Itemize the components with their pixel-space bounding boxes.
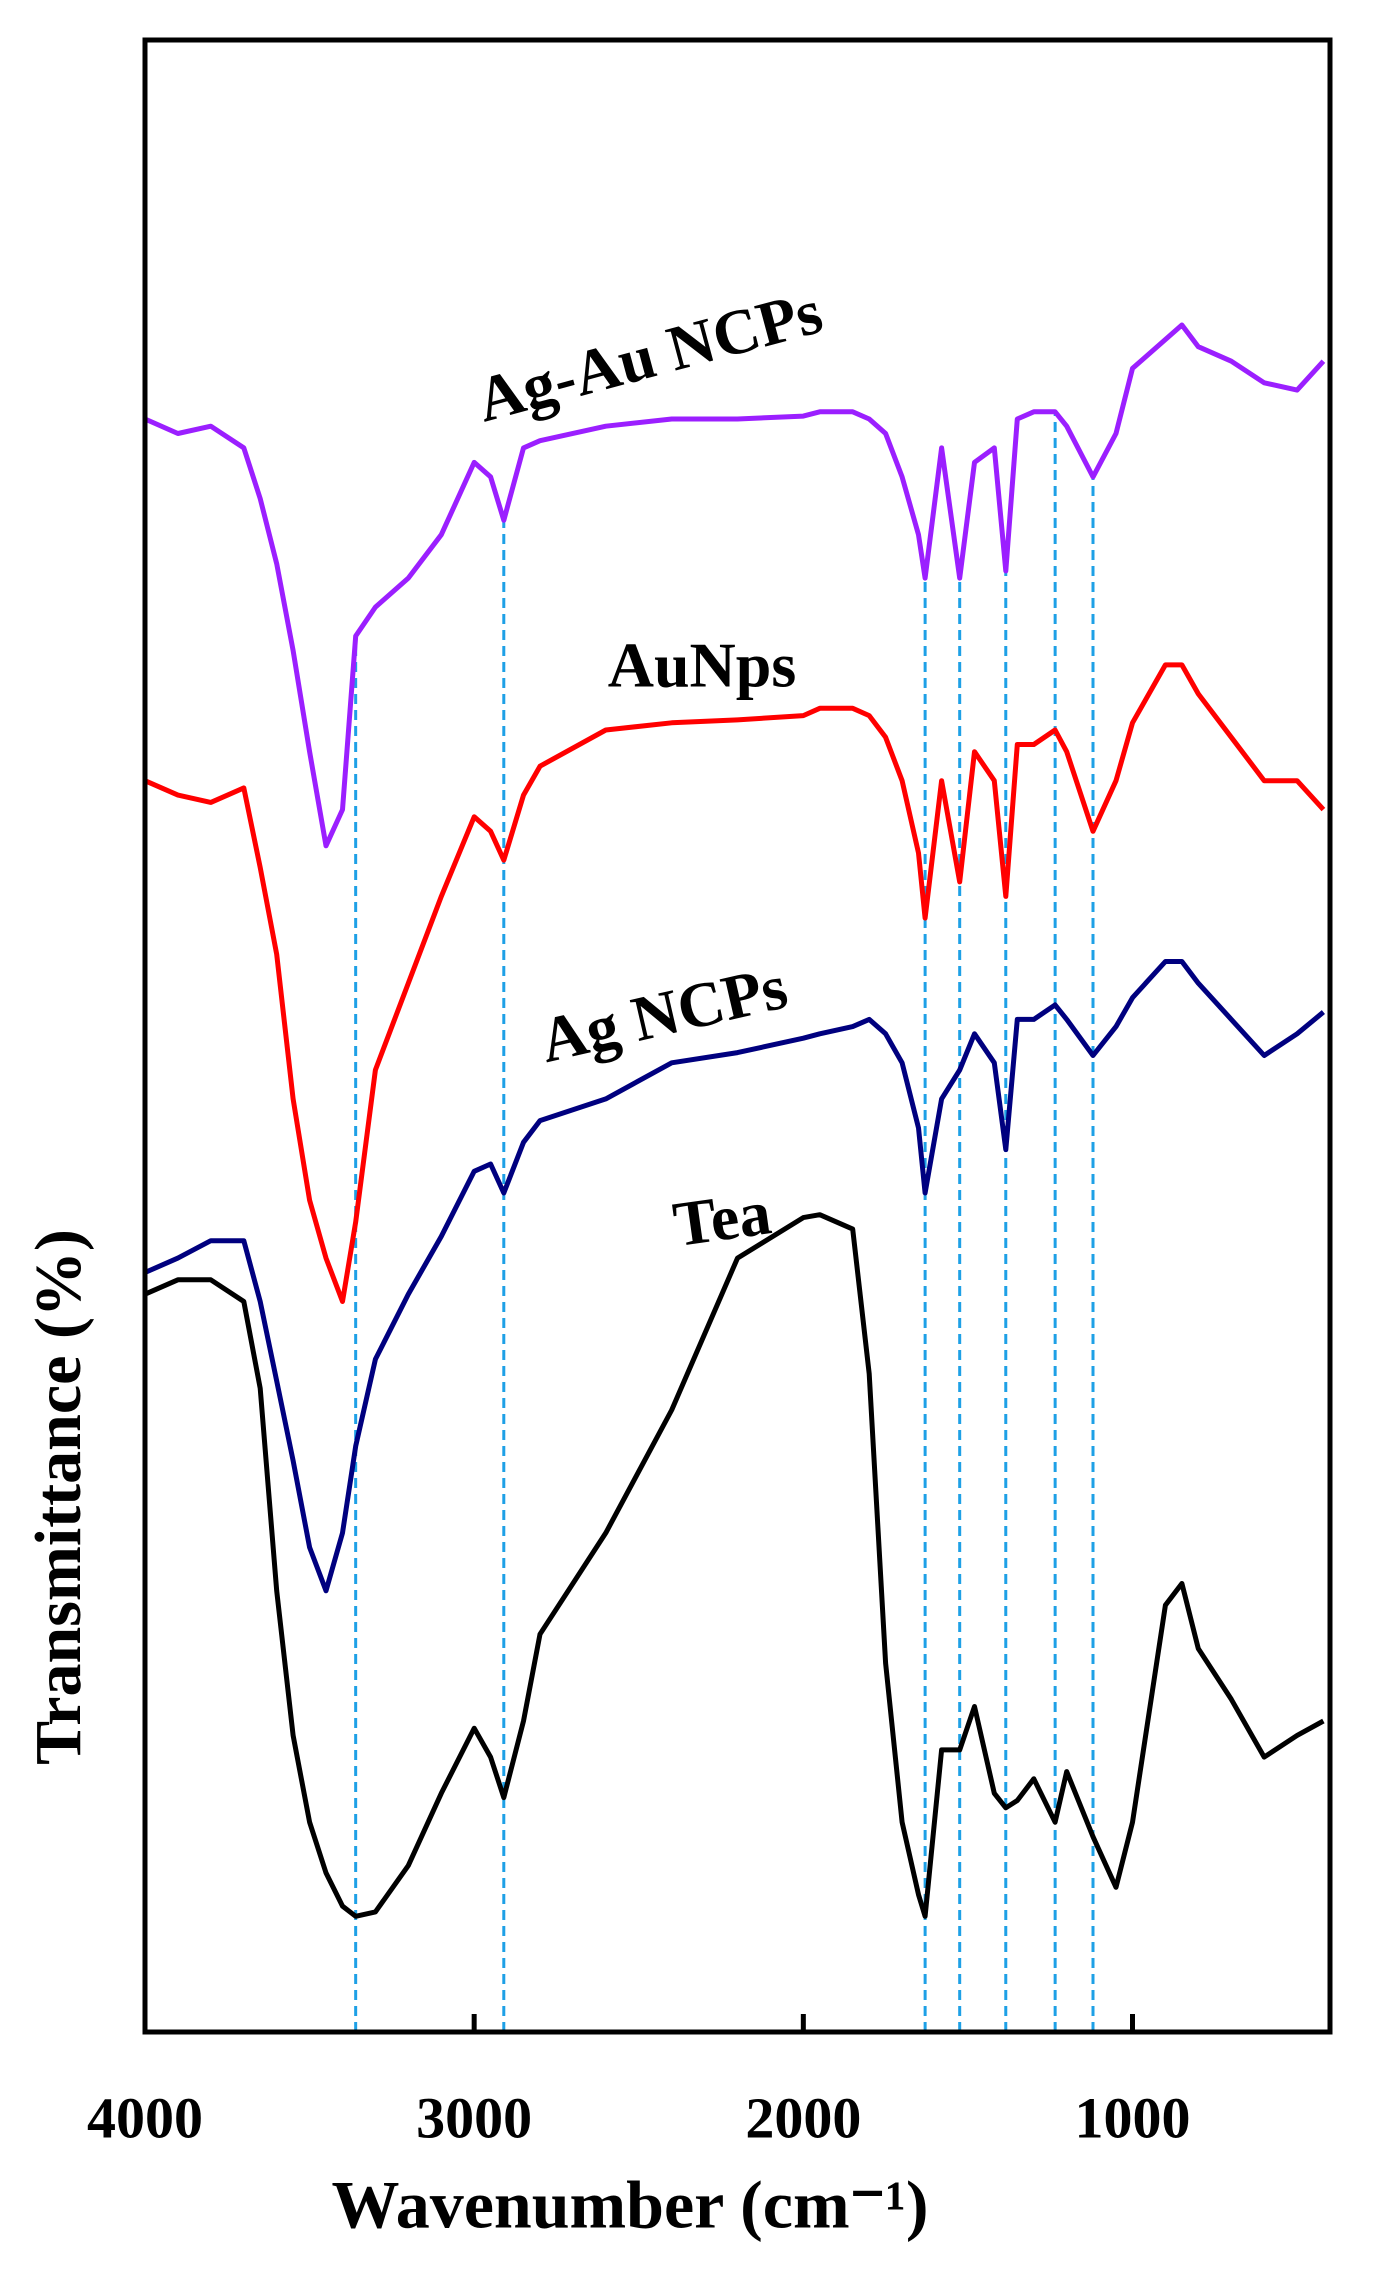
series-line <box>143 662 1326 1304</box>
series-line <box>143 322 1326 849</box>
series-line <box>143 1212 1325 1919</box>
y-axis-title: Transmittance (%) <box>22 1229 95 1765</box>
series-label: Tea <box>669 1176 775 1260</box>
x-tick-label: 3000 <box>416 2085 532 2150</box>
series-label: Ag NCPs <box>533 951 793 1077</box>
x-tick-label: 1000 <box>1075 2085 1191 2150</box>
x-axis-title: Wavenumber (cm⁻¹) <box>331 2167 928 2243</box>
series-line <box>143 959 1325 1594</box>
plot-frame <box>142 37 1333 2035</box>
series-label: Ag-Au NCPs <box>469 275 829 435</box>
series-label: AuNps <box>608 630 797 701</box>
x-tick-label: 2000 <box>745 2085 861 2150</box>
x-tick-label: 4000 <box>87 2085 203 2150</box>
